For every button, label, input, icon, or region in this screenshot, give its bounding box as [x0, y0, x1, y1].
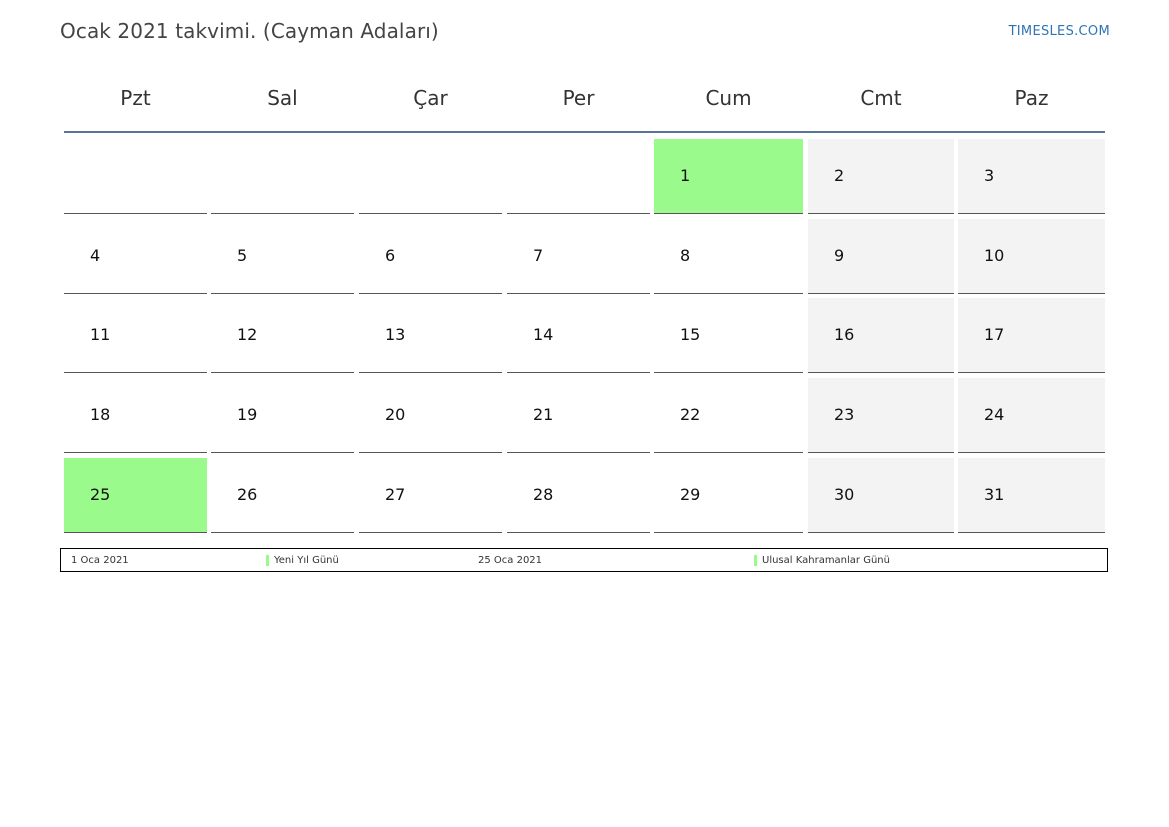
legend-color-swatch — [266, 555, 269, 566]
day-number: 2 — [834, 166, 845, 185]
brand-link[interactable]: TIMESLES.COM — [1008, 24, 1110, 39]
day-cell: 12 — [211, 298, 354, 373]
day-cell: 23 — [808, 378, 954, 453]
day-number: 26 — [237, 485, 258, 504]
day-number: 12 — [237, 325, 258, 344]
day-cell: 17 — [958, 298, 1105, 373]
day-number: 15 — [680, 325, 701, 344]
day-number: 19 — [237, 405, 258, 424]
day-number: 10 — [984, 246, 1005, 265]
legend-holiday-name: Ulusal Kahramanlar Günü — [762, 555, 890, 566]
weekday-header: Çar — [413, 86, 448, 110]
empty-day-cell — [64, 139, 207, 214]
day-cell: 13 — [359, 298, 502, 373]
day-number: 20 — [385, 405, 406, 424]
day-cell: 9 — [808, 219, 954, 294]
day-cell: 2 — [808, 139, 954, 214]
legend-color-swatch — [754, 555, 757, 566]
day-cell: 19 — [211, 378, 354, 453]
day-number: 3 — [984, 166, 995, 185]
day-cell: 20 — [359, 378, 502, 453]
day-number: 21 — [533, 405, 554, 424]
day-cell: 16 — [808, 298, 954, 373]
day-number: 7 — [533, 246, 544, 265]
day-number: 18 — [90, 405, 111, 424]
day-cell: 14 — [507, 298, 650, 373]
day-number: 25 — [90, 485, 111, 504]
day-cell: 31 — [958, 458, 1105, 533]
header-rule — [64, 131, 1105, 133]
weekday-header: Cum — [705, 86, 752, 110]
day-number: 27 — [385, 485, 406, 504]
day-number: 17 — [984, 325, 1005, 344]
day-number: 6 — [385, 246, 396, 265]
weekday-header: Cmt — [860, 86, 902, 110]
day-cell: 4 — [64, 219, 207, 294]
day-number: 16 — [834, 325, 855, 344]
day-cell: 27 — [359, 458, 502, 533]
day-cell: 5 — [211, 219, 354, 294]
day-cell: 29 — [654, 458, 803, 533]
day-cell: 28 — [507, 458, 650, 533]
day-cell: 22 — [654, 378, 803, 453]
day-number: 28 — [533, 485, 554, 504]
day-number: 9 — [834, 246, 845, 265]
legend-date: 25 Oca 2021 — [478, 555, 543, 566]
day-cell: 30 — [808, 458, 954, 533]
day-cell: 21 — [507, 378, 650, 453]
page-title: Ocak 2021 takvimi. (Cayman Adaları) — [60, 19, 439, 43]
day-cell: 15 — [654, 298, 803, 373]
day-number: 22 — [680, 405, 701, 424]
legend-holiday-name: Yeni Yıl Günü — [274, 555, 339, 566]
day-cell: 3 — [958, 139, 1105, 214]
day-cell: 7 — [507, 219, 650, 294]
empty-day-cell — [211, 139, 354, 214]
day-number: 24 — [984, 405, 1005, 424]
day-cell: 1 — [654, 139, 803, 214]
day-number: 4 — [90, 246, 101, 265]
day-number: 13 — [385, 325, 406, 344]
day-number: 5 — [237, 246, 248, 265]
day-cell: 24 — [958, 378, 1105, 453]
day-cell: 6 — [359, 219, 502, 294]
day-number: 31 — [984, 485, 1005, 504]
day-number: 1 — [680, 166, 691, 185]
weekday-header: Paz — [1014, 86, 1049, 110]
day-cell: 18 — [64, 378, 207, 453]
empty-day-cell — [359, 139, 502, 214]
empty-day-cell — [507, 139, 650, 214]
weekday-header: Pzt — [120, 86, 151, 110]
calendar-grid: Pzt Sal Çar Per Cum Cmt Paz 1 2 3 4 5 6 7 8 9 10 1… — [64, 0, 1105, 540]
day-cell: 25 — [64, 458, 207, 533]
day-cell: 11 — [64, 298, 207, 373]
day-number: 30 — [834, 485, 855, 504]
legend-date: 1 Oca 2021 — [71, 555, 129, 566]
day-number: 23 — [834, 405, 855, 424]
day-cell: 26 — [211, 458, 354, 533]
weekday-header: Per — [562, 86, 595, 110]
day-number: 8 — [680, 246, 691, 265]
weekday-header: Sal — [267, 86, 298, 110]
day-cell: 8 — [654, 219, 803, 294]
day-number: 11 — [90, 325, 111, 344]
day-number: 14 — [533, 325, 554, 344]
holiday-legend: 1 Oca 2021 Yeni Yıl Günü 25 Oca 2021 Ulu… — [60, 548, 1108, 572]
day-cell: 10 — [958, 219, 1105, 294]
day-number: 29 — [680, 485, 701, 504]
